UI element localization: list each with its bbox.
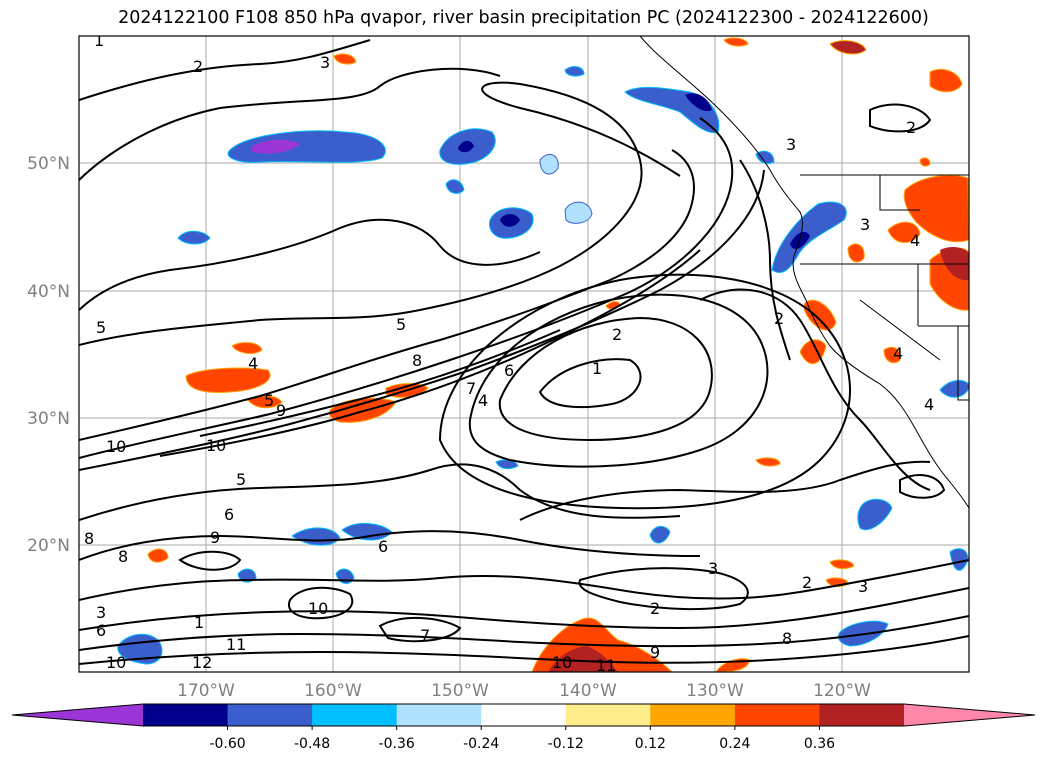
contour-label: 3 (708, 559, 718, 578)
colorbar-extend-max (904, 704, 1035, 726)
contour-label: 5 (264, 391, 274, 410)
lon-label-150w: 150°W (431, 681, 489, 701)
contour-label: 10 (552, 653, 572, 672)
colorbar: -0.60 -0.48 -0.36 -0.24 -0.12 0.12 0.24 0.36 (11, 703, 1036, 752)
colorbar-cell (396, 704, 482, 726)
contour-label: 5 (236, 470, 246, 489)
colorbar-cell (734, 704, 820, 726)
contour-label: 1 (592, 359, 602, 378)
lon-label-170w: 170°W (177, 681, 235, 701)
contour-label: 8 (118, 547, 128, 566)
negative-anomaly-patches (117, 66, 969, 665)
colorbar-cell (143, 704, 229, 726)
contour-label: 1 (194, 613, 204, 632)
colorbar-cell (481, 704, 567, 726)
colorbar-tick-label: 0.12 (635, 736, 666, 752)
contour-label: 4 (248, 354, 258, 373)
longitude-labels: 170°W 160°W 150°W 140°W 130°W 120°W (177, 681, 871, 701)
lat-label-40n: 40°N (27, 282, 70, 302)
contour-label: 10 (308, 599, 328, 618)
contour-label: 5 (96, 318, 106, 337)
lat-label-20n: 20°N (27, 536, 70, 556)
contour-label: 4 (924, 395, 934, 414)
contour-label: 3 (860, 215, 870, 234)
contour-label: 3 (96, 603, 106, 622)
contour-label: 4 (893, 344, 903, 363)
colorbar-tick-label: -0.24 (463, 736, 499, 752)
colorbar-cell (819, 704, 905, 726)
contour-label: 9 (210, 528, 220, 547)
colorbar-tick-label: -0.60 (209, 736, 245, 752)
contour-label: 11 (226, 635, 246, 654)
contour-label: 2 (774, 309, 784, 328)
contour-label: 9 (650, 643, 660, 662)
map-frame (78, 35, 970, 673)
contour-label: 9 (276, 401, 286, 420)
colorbar-tick-label: 0.24 (719, 736, 750, 752)
graticule (79, 36, 969, 672)
contour-label: 3 (858, 577, 868, 596)
lon-label-130w: 130°W (686, 681, 744, 701)
contour-label: 2 (802, 573, 812, 592)
lon-label-160w: 160°W (304, 681, 362, 701)
contour-label: 8 (782, 629, 792, 648)
colorbar-cell (312, 704, 398, 726)
contour-label: 12 (192, 653, 212, 672)
lat-label-30n: 30°N (27, 409, 70, 429)
contour-label: 2 (650, 599, 660, 618)
contour-label: 8 (412, 351, 422, 370)
contour-label: 6 (96, 621, 106, 640)
contour-label: 1 (94, 31, 104, 50)
colorbar-extend-min (12, 704, 143, 726)
contour-label: 2 (612, 325, 622, 344)
colorbar-cell (650, 704, 736, 726)
contour-label: 2 (906, 118, 916, 137)
contour-label: 6 (378, 537, 388, 556)
contour-label: 3 (786, 135, 796, 154)
contour-label: 6 (504, 361, 514, 380)
colorbar-tick-label: -0.36 (379, 736, 415, 752)
colorbar-tick-label: 0.36 (804, 736, 835, 752)
contour-label: 2 (193, 57, 203, 76)
colorbar-tick-label: -0.48 (294, 736, 330, 752)
contour-label: 4 (478, 391, 488, 410)
colorbar-tick-label: -0.12 (548, 736, 584, 752)
contour-label: 3 (320, 53, 330, 72)
contour-label: 5 (396, 315, 406, 334)
latitude-labels: 50°N 40°N 30°N 20°N (27, 154, 70, 556)
qvapor-contours (79, 39, 969, 665)
contour-label: 6 (224, 505, 234, 524)
lat-label-50n: 50°N (27, 154, 70, 174)
lon-label-140w: 140°W (559, 681, 617, 701)
contour-label: 10 (206, 436, 226, 455)
lon-label-120w: 120°W (813, 681, 871, 701)
colorbar-cell (227, 704, 313, 726)
contour-label: 7 (420, 626, 430, 645)
north-america-coastline (639, 36, 969, 509)
contour-labels: 1 2 3 2 5 5 2 1 3 4 4 4 2 3 4 8 7 6 4 9 … (84, 31, 934, 675)
map-panel: 1 2 3 2 5 5 2 1 3 4 4 4 2 3 4 8 7 6 4 9 … (79, 31, 969, 675)
contour-label: 4 (910, 231, 920, 250)
contour-label: 8 (84, 529, 94, 548)
contour-label: 11 (596, 656, 616, 675)
contour-label: 7 (466, 379, 476, 398)
colorbar-cell (565, 704, 651, 726)
map-title: 2024122100 F108 850 hPa qvapor, river ba… (118, 8, 929, 28)
contour-label: 10 (106, 653, 126, 672)
contour-label: 10 (106, 437, 126, 456)
